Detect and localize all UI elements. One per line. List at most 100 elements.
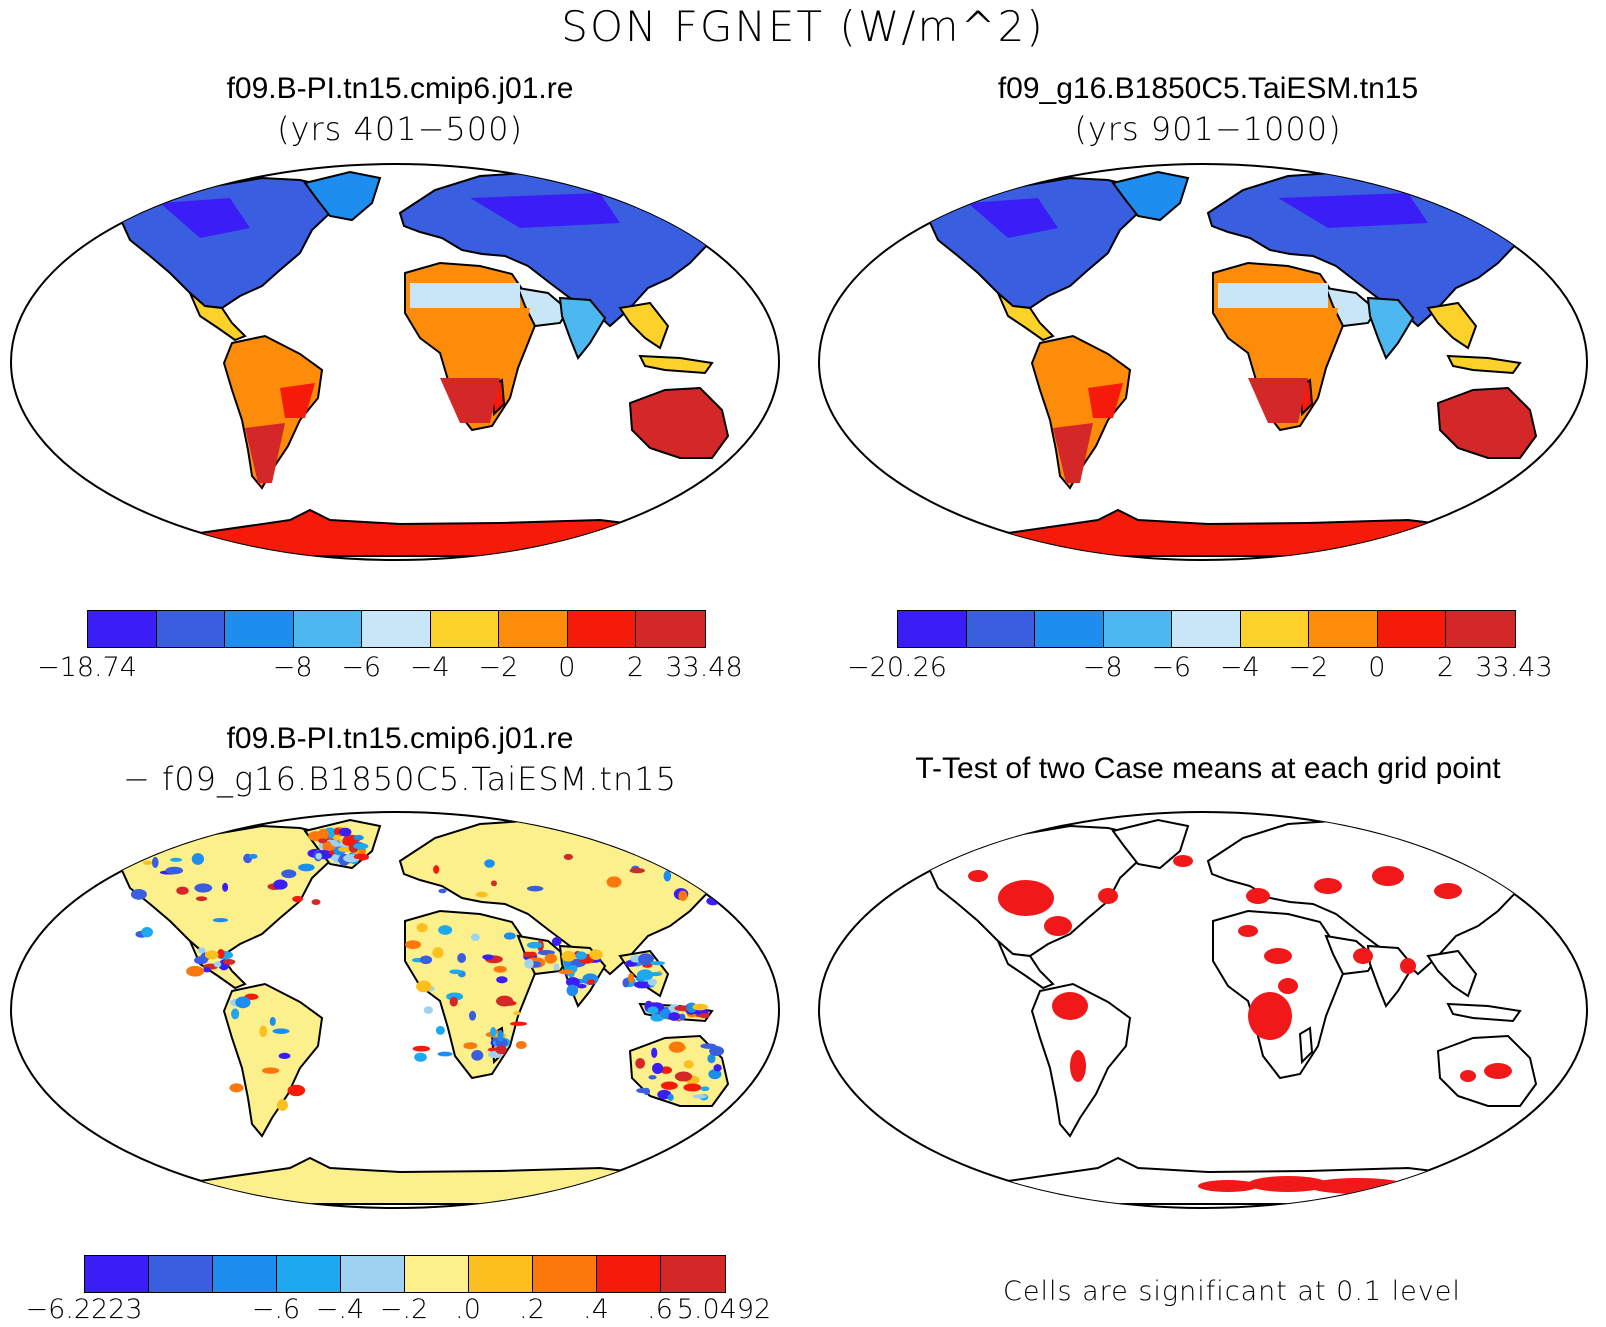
- significance-note: Cells are significant at 0.1 level: [1003, 1276, 1461, 1307]
- difference-speckle: [457, 952, 467, 963]
- land-seasia: [618, 301, 670, 350]
- difference-speckle: [622, 978, 630, 988]
- difference-speckle: [287, 1084, 306, 1097]
- land-australia: [1436, 386, 1538, 459]
- difference-speckle: [438, 888, 447, 894]
- difference-speckle: [186, 965, 205, 977]
- significant-cells: [1314, 878, 1342, 894]
- land-indonesia: [638, 354, 714, 375]
- difference-speckle: [679, 1013, 686, 1021]
- difference-speckle: [515, 1041, 527, 1050]
- difference-speckle: [678, 890, 688, 901]
- panel-ttest: T-Test of two Case means at each grid po…: [808, 720, 1606, 1327]
- difference-speckle: [432, 947, 444, 959]
- shading-band: [1053, 423, 1093, 483]
- difference-speckle: [490, 1026, 497, 1038]
- colorbar-segment: [966, 611, 1036, 647]
- difference-speckle: [259, 1025, 268, 1037]
- colorbar-tick-label: .0: [455, 1294, 481, 1325]
- difference-speckle: [496, 976, 508, 984]
- difference-speckle: [229, 1083, 244, 1093]
- colorbar-tick-label: −.2: [379, 1294, 429, 1325]
- difference-speckle: [213, 961, 222, 968]
- significant-cells: [1460, 1070, 1476, 1082]
- land-india: [558, 296, 607, 360]
- colorbar-tick-label: −4: [409, 652, 450, 683]
- land-arabia: [1324, 934, 1378, 976]
- shading-band: [160, 198, 250, 238]
- difference-speckle: [412, 1045, 431, 1052]
- difference-speckle: [278, 1052, 291, 1060]
- difference-speckle: [606, 876, 622, 888]
- colorbar-segment: [149, 1256, 213, 1292]
- colorbar-segment: [85, 1256, 149, 1292]
- difference-speckle: [197, 947, 206, 954]
- colorbar-segment: [277, 1256, 341, 1292]
- colorbar-segment: [1103, 611, 1173, 647]
- difference-speckle: [699, 862, 715, 870]
- colorbar-case1: [87, 610, 706, 648]
- difference-speckle: [627, 972, 635, 984]
- difference-speckle: [311, 899, 321, 905]
- shading-band: [1278, 193, 1428, 228]
- difference-speckle: [635, 1058, 646, 1069]
- difference-speckle: [151, 856, 159, 868]
- panel-title: f09.B-PI.tn15.cmip6.j01.re: [226, 72, 574, 105]
- difference-speckle: [248, 853, 258, 859]
- panel-case2: f09_g16.B1850C5.TaiESM.tn15 (yrs 901−100…: [808, 70, 1606, 690]
- difference-speckle: [699, 1013, 710, 1019]
- difference-speckle: [493, 965, 507, 973]
- land-madagascar: [1298, 1026, 1314, 1065]
- significant-cells: [1044, 916, 1072, 936]
- difference-speckle: [652, 1062, 664, 1074]
- difference-speckle: [558, 969, 575, 975]
- difference-speckle: [333, 834, 341, 841]
- difference-speckle: [438, 925, 453, 935]
- difference-speckle: [566, 984, 579, 997]
- difference-speckle: [176, 886, 189, 895]
- difference-speckle: [576, 983, 587, 989]
- colorbar-tick-label: 33.48: [665, 652, 743, 683]
- colorbar-tick-label: −.4: [315, 1294, 365, 1325]
- shading-band: [245, 423, 285, 483]
- panel-subtitle: − f09_g16.B1850C5.TaiESM.tn15: [123, 760, 677, 798]
- difference-speckle: [565, 977, 580, 987]
- significant-cells: [1248, 1176, 1328, 1192]
- land-seasia: [1426, 301, 1478, 350]
- colorbar-tick-label: −8: [1082, 652, 1123, 683]
- difference-speckle: [235, 996, 251, 1009]
- shading-band: [280, 383, 315, 418]
- significant-cells: [1278, 978, 1298, 994]
- land-seasia: [1426, 949, 1478, 998]
- significant-cells: [968, 870, 988, 882]
- difference-speckle: [471, 1050, 484, 1061]
- difference-speckle: [353, 854, 364, 860]
- difference-speckle: [636, 1087, 649, 1094]
- colorbar-tick-label: .4: [583, 1294, 609, 1325]
- difference-speckle: [416, 922, 428, 933]
- colorbar-tick-label: −.6: [251, 1294, 301, 1325]
- colorbar-segment: [1240, 611, 1310, 647]
- significant-cells: [1173, 855, 1193, 867]
- difference-speckle: [281, 869, 297, 879]
- difference-speckle: [435, 1025, 445, 1035]
- difference-speckle: [315, 852, 322, 860]
- shading-band: [1228, 308, 1338, 333]
- difference-speckle: [222, 882, 229, 892]
- shading-band: [968, 198, 1058, 238]
- difference-speckle: [692, 1094, 707, 1099]
- colorbar-segment: [430, 611, 500, 647]
- difference-speckle: [318, 838, 327, 844]
- panel-case1: f09.B-PI.tn15.cmip6.j01.re (yrs 401−500)…: [0, 70, 800, 690]
- land-indonesia: [1446, 354, 1522, 375]
- significant-cells: [1052, 992, 1088, 1020]
- difference-speckle: [660, 1008, 672, 1019]
- difference-speckle: [142, 860, 153, 865]
- difference-speckle: [563, 853, 574, 860]
- difference-speckle: [561, 950, 576, 962]
- colorbar-segment: [1172, 611, 1241, 647]
- difference-speckle: [339, 827, 352, 837]
- difference-speckle: [668, 1012, 681, 1021]
- difference-speckle: [708, 1069, 722, 1080]
- significant-cells: [1498, 858, 1518, 874]
